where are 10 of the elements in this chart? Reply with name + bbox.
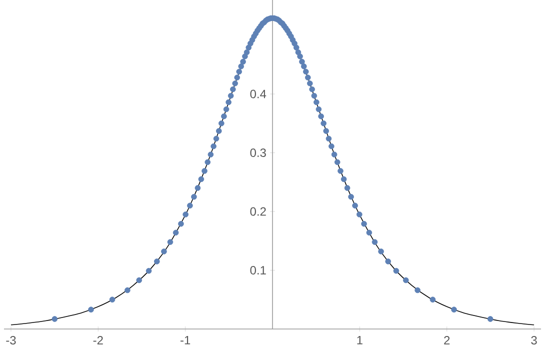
x-tick-label: 2 — [444, 336, 450, 344]
x-tick-label: -3 — [6, 336, 16, 345]
y-tick-label: 0.1 — [250, 266, 266, 274]
x-tick-label: -1 — [180, 336, 190, 344]
y-tick-label: 0.2 — [250, 207, 266, 216]
x-tick-label: 1 — [357, 336, 362, 344]
y-tick-label: 0.4 — [250, 90, 266, 98]
x-tick-label: 3 — [531, 336, 537, 345]
y-tick-label: 0.3 — [250, 148, 266, 157]
x-tick-label: -2 — [93, 336, 103, 344]
